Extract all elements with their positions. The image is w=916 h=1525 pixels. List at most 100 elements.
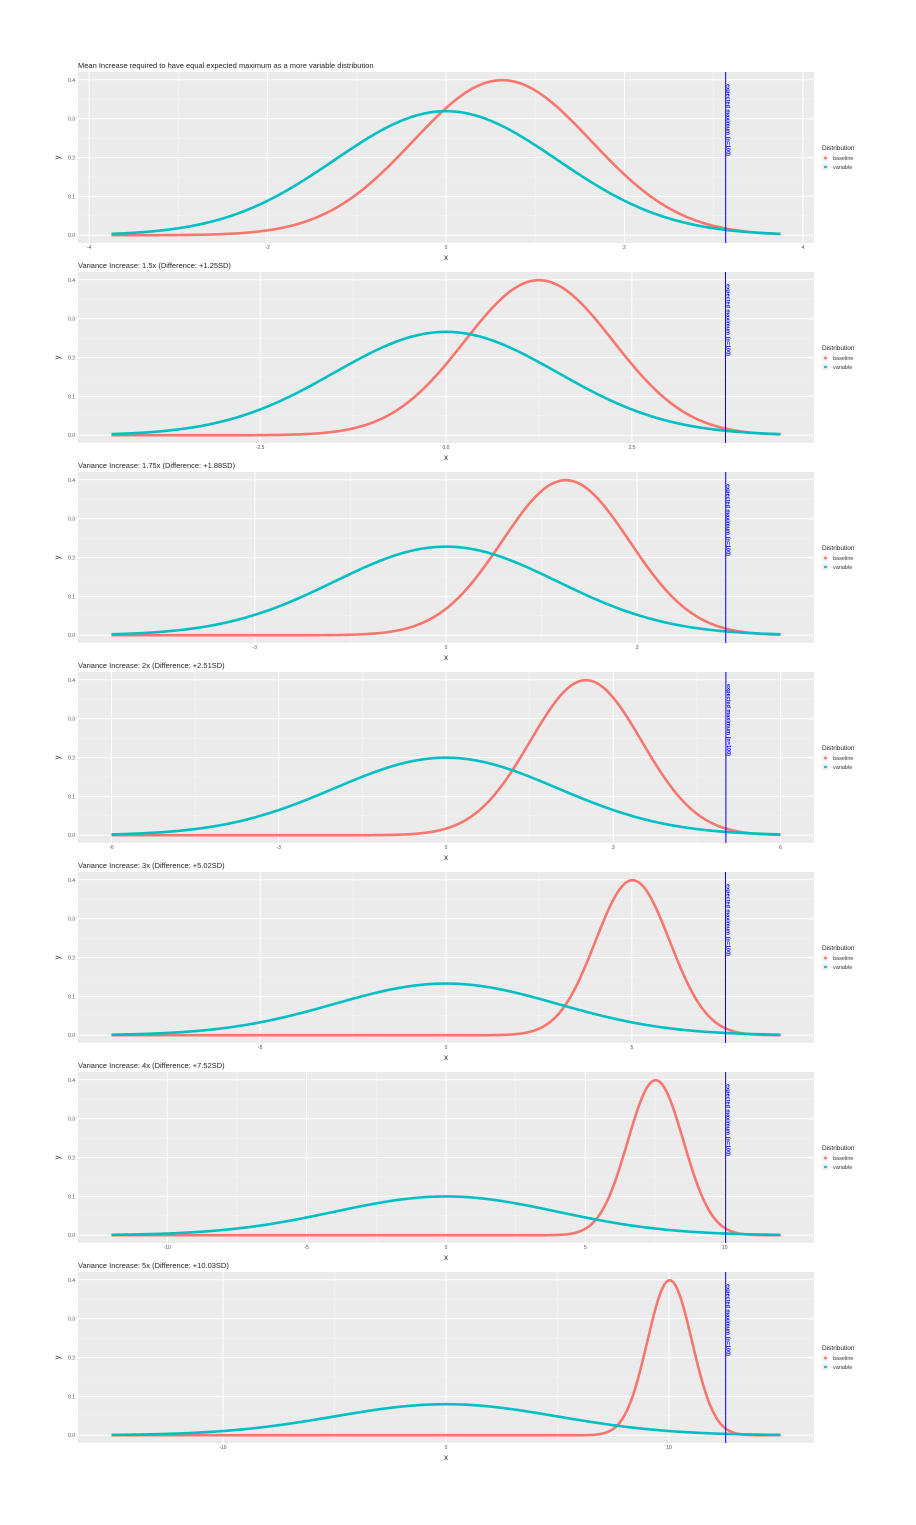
legend-label-variable: variable — [833, 1165, 852, 1171]
x-axis-label: x — [444, 453, 448, 462]
baseline-curve — [111, 478, 781, 637]
legend-title: Distribution — [822, 945, 855, 952]
variable-curve — [111, 109, 781, 236]
x-tick-label: -5 — [258, 1045, 263, 1051]
y-tick-label: 0.1 — [68, 994, 75, 1000]
legend-label-variable: variable — [833, 1365, 852, 1371]
expected-maximum-label: expected maximum (n=100) — [725, 284, 731, 356]
x-tick-label: 3 — [612, 845, 615, 851]
y-tick-label: 0.2 — [68, 156, 75, 162]
x-tick-label: -3 — [253, 645, 258, 651]
x-tick-label: 0.0 — [443, 445, 450, 451]
legend-swatch-variable — [824, 965, 827, 969]
y-tick-label: 0.3 — [68, 717, 75, 723]
expected-maximum-label: expected maximum (n=100) — [725, 1084, 731, 1156]
panel-title: Variance Increase: 3x (Difference: +5.02… — [78, 861, 225, 870]
expected-maximum-label: expected maximum (n=100) — [725, 1284, 731, 1356]
y-tick-label: 0.4 — [68, 1278, 75, 1284]
legend: Distribution baseline variable — [822, 345, 855, 371]
x-tick-label: 10 — [666, 1445, 672, 1451]
x-tick-label: -2 — [265, 245, 270, 251]
y-tick-label: 0.1 — [68, 1194, 75, 1200]
x-axis-label: x — [444, 653, 448, 662]
legend-swatch-baseline — [824, 356, 827, 360]
y-tick-label: 0.0 — [68, 1033, 75, 1039]
panel-title: Variance Increase: 1.5x (Difference: +1.… — [78, 261, 231, 270]
y-tick-label: 0.1 — [68, 1394, 75, 1400]
x-tick-label: 3 — [636, 645, 639, 651]
x-tick-label: -4 — [87, 245, 92, 251]
legend-title: Distribution — [822, 145, 855, 152]
y-tick-label: 0.1 — [68, 794, 75, 800]
y-tick-label: 0.2 — [68, 756, 75, 762]
y-tick-label: 0.3 — [68, 1117, 75, 1123]
x-axis-label: x — [444, 1453, 448, 1462]
legend-swatch-variable — [824, 165, 827, 169]
expected-maximum-label: expected maximum (n=100) — [725, 684, 731, 756]
y-tick-label: 0.4 — [68, 678, 75, 684]
chart-panel-2: Variance Increase: 1.5x (Difference: +1.… — [53, 261, 855, 462]
panel-title: Variance Increase: 2x (Difference: +2.51… — [78, 661, 225, 670]
variable-curve — [111, 756, 781, 836]
legend: Distribution baseline variable — [822, 145, 855, 171]
x-tick-label: 5 — [630, 1045, 633, 1051]
y-tick-label: 0.1 — [68, 594, 75, 600]
legend-label-baseline: baseline — [833, 1356, 854, 1362]
legend-swatch-baseline — [824, 1156, 827, 1160]
y-tick-label: 0.4 — [68, 278, 75, 284]
x-tick-label: -6 — [109, 845, 114, 851]
panel-title: Mean Increase required to have equal exp… — [78, 61, 374, 70]
y-tick-label: 0.2 — [68, 356, 75, 362]
legend: Distribution baseline variable — [822, 945, 855, 971]
baseline-curve — [111, 78, 781, 237]
y-tick-label: 0.4 — [68, 878, 75, 884]
legend-label-baseline: baseline — [833, 356, 854, 362]
legend-swatch-baseline — [824, 1356, 827, 1360]
expected-maximum-label: expected maximum (n=100) — [725, 84, 731, 156]
y-tick-label: 0.4 — [68, 78, 75, 84]
x-tick-label: 2.5 — [628, 445, 635, 451]
x-tick-label: -2.5 — [256, 445, 265, 451]
y-axis-label: y — [53, 956, 62, 960]
x-axis-label: x — [444, 253, 448, 262]
legend-swatch-variable — [824, 365, 827, 369]
legend-label-baseline: baseline — [833, 956, 854, 962]
x-tick-label: 0 — [445, 645, 448, 651]
legend-swatch-baseline — [824, 756, 827, 760]
legend-title: Distribution — [822, 1345, 855, 1352]
x-tick-label: -5 — [304, 1245, 309, 1251]
legend: Distribution baseline variable — [822, 1345, 855, 1371]
y-tick-label: 0.1 — [68, 194, 75, 200]
y-tick-label: 0.2 — [68, 1356, 75, 1362]
y-tick-label: 0.2 — [68, 956, 75, 962]
legend: Distribution baseline variable — [822, 1145, 855, 1171]
legend-swatch-variable — [824, 565, 827, 569]
y-tick-label: 0.0 — [68, 1233, 75, 1239]
chart-panel-1: Mean Increase required to have equal exp… — [53, 61, 855, 262]
chart-panel-5: Variance Increase: 3x (Difference: +5.02… — [53, 861, 855, 1062]
y-tick-label: 0.2 — [68, 1156, 75, 1162]
y-axis-label: y — [53, 356, 62, 360]
legend-title: Distribution — [822, 545, 855, 552]
legend-swatch-baseline — [824, 556, 827, 560]
x-axis-label: x — [444, 1253, 448, 1262]
y-tick-label: 0.3 — [68, 517, 75, 523]
legend-title: Distribution — [822, 345, 855, 352]
legend-title: Distribution — [822, 745, 855, 752]
y-tick-label: 0.0 — [68, 833, 75, 839]
legend-title: Distribution — [822, 1145, 855, 1152]
x-tick-label: 6 — [779, 845, 782, 851]
y-tick-label: 0.3 — [68, 317, 75, 323]
x-tick-label: 0 — [445, 845, 448, 851]
y-tick-label: 0.3 — [68, 1317, 75, 1323]
x-tick-label: 10 — [722, 1245, 728, 1251]
chart-panel-4: Variance Increase: 2x (Difference: +2.51… — [53, 661, 855, 862]
legend-swatch-variable — [824, 1365, 827, 1369]
x-tick-label: 5 — [584, 1245, 587, 1251]
chart-panel-3: Variance Increase: 1.75x (Difference: +1… — [53, 461, 855, 662]
panel-title: Variance Increase: 1.75x (Difference: +1… — [78, 461, 236, 470]
x-tick-label: 0 — [445, 1045, 448, 1051]
variable-curve — [111, 545, 781, 636]
y-axis-label: y — [53, 556, 62, 560]
